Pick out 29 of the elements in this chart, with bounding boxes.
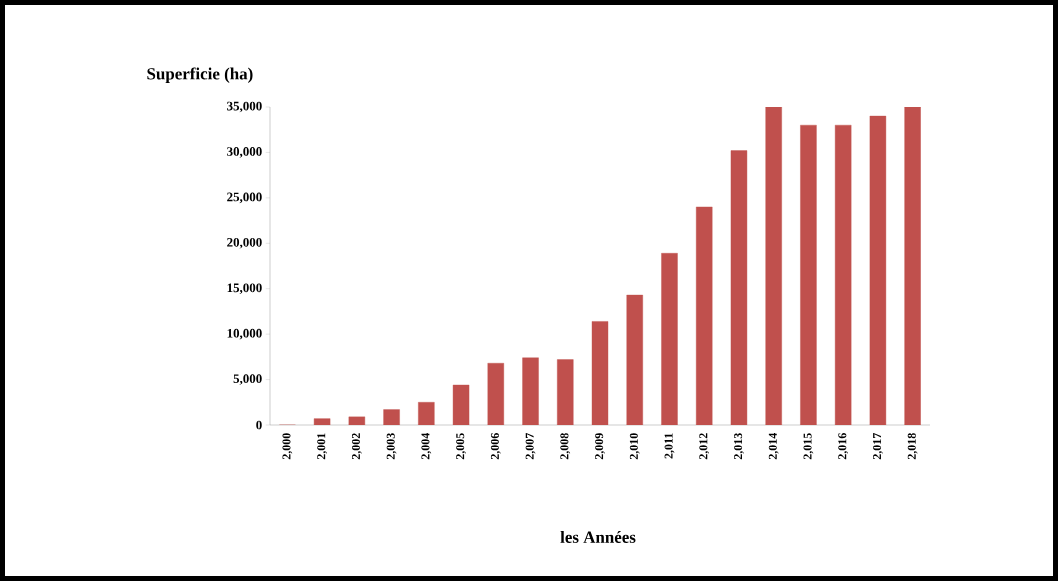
x-tick-label: 2,002: [351, 433, 362, 460]
x-axis-title: les Années: [560, 530, 636, 543]
x-tick-label: 2,012: [699, 433, 710, 460]
x-tick-label: 2,010: [629, 433, 640, 460]
x-tick-label: 2,015: [803, 433, 814, 460]
y-tick-label: 0: [256, 420, 262, 430]
y-tick-label: 25,000: [227, 192, 262, 204]
x-tick-label: 2,000: [282, 433, 293, 460]
x-tick-label: 2,018: [907, 433, 918, 460]
x-tick-label: 2,013: [734, 433, 744, 460]
x-tick-label: 2,004: [421, 433, 432, 460]
x-tick-label: 2,014: [768, 433, 779, 460]
x-tick-label: 2,001: [317, 433, 327, 460]
y-axis-title: Superficie (ha): [147, 67, 253, 83]
x-tick-label: 2,006: [490, 433, 501, 460]
y-tick-label: 10,000: [227, 328, 262, 340]
x-tick-label: 2,009: [595, 433, 605, 460]
y-tick-label: 30,000: [227, 147, 262, 158]
x-tick-label: 2,003: [386, 433, 397, 460]
y-tick-label: 35,000: [227, 101, 262, 113]
y-tick-label: 20,000: [227, 237, 262, 249]
x-tick-label: 2,007: [525, 433, 536, 460]
y-tick-label: 15,000: [227, 283, 262, 295]
y-tick-label: 5,000: [233, 374, 262, 385]
x-tick-label: 2,008: [560, 433, 571, 460]
x-tick-label: 2,005: [456, 433, 466, 460]
x-tick-label: 2,017: [873, 433, 883, 460]
x-tick-label: 2,011: [664, 433, 675, 459]
x-tick-label: 2,016: [838, 433, 849, 460]
